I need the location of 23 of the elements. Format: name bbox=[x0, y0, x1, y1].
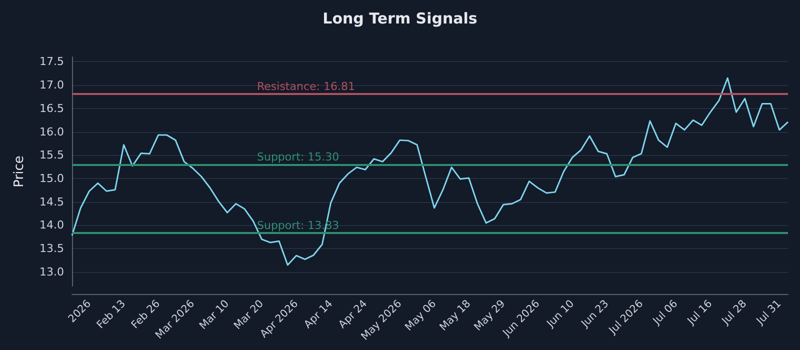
y-tick-label: 16.0 bbox=[40, 125, 64, 138]
x-tick-label: Jul 28 bbox=[719, 298, 750, 328]
y-tick-label: 14.0 bbox=[40, 218, 64, 232]
ref-line-label: Support: 15.30 bbox=[257, 150, 340, 164]
y-tick-label: 17.0 bbox=[40, 78, 64, 92]
y-tick-label: 16.5 bbox=[40, 102, 64, 115]
y-tick-label: 13.0 bbox=[40, 265, 64, 278]
y-tick-label: 13.5 bbox=[40, 242, 64, 256]
x-tick-label: Feb 13 bbox=[94, 298, 128, 332]
x-tick-label: Mar 10 bbox=[197, 298, 232, 332]
y-tick-label: 14.5 bbox=[40, 195, 64, 208]
x-tick-label: Jul 31 bbox=[754, 298, 784, 328]
y-axis-title: Price bbox=[12, 156, 27, 188]
x-tick-label: Apr 14 bbox=[302, 298, 336, 331]
x-tick-label: Jul 16 bbox=[684, 298, 715, 328]
chart-title: Long Term Signals bbox=[322, 10, 478, 28]
y-tick-label: 15.5 bbox=[40, 148, 64, 162]
y-tick-label: 15.0 bbox=[40, 172, 64, 186]
ref-line-label: Resistance: 16.81 bbox=[257, 80, 355, 93]
x-tick-label: Jul 06 bbox=[650, 298, 680, 328]
x-tick-label: Jun 10 bbox=[544, 298, 577, 330]
line-series bbox=[71, 77, 789, 266]
y-tick-label: 17.5 bbox=[40, 55, 64, 68]
